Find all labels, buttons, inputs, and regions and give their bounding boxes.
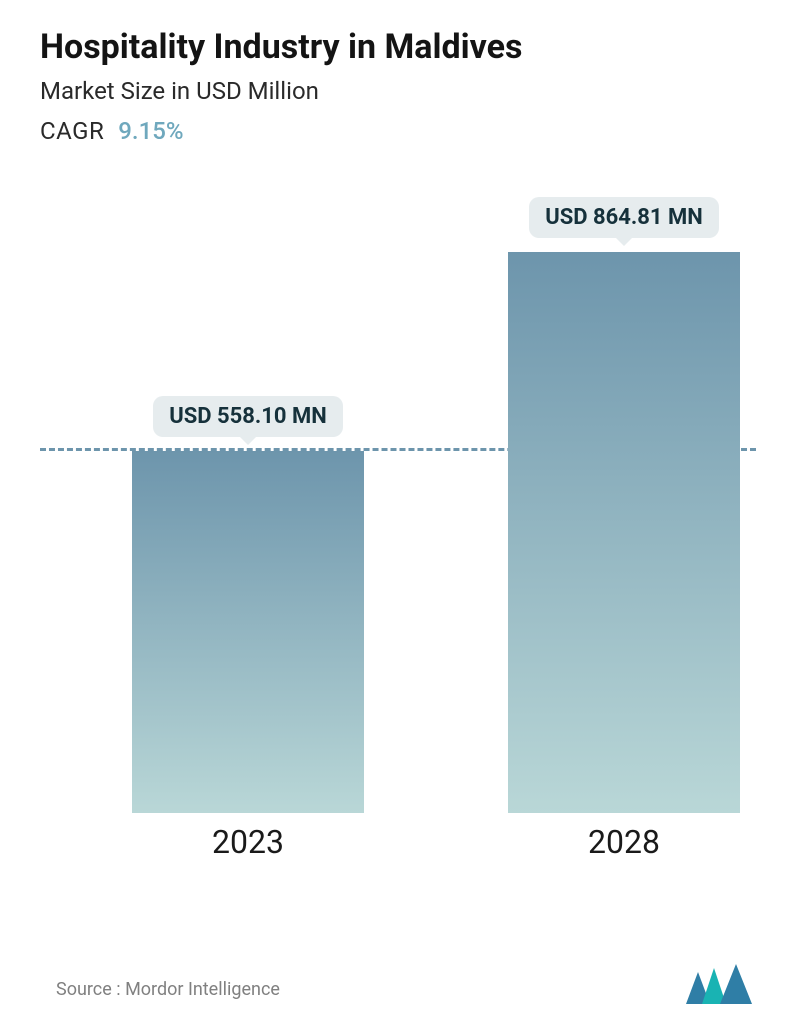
mn-logo-icon: [682, 964, 756, 1010]
logo-shape-3: [720, 964, 752, 1004]
bar-chart: USD 558.10 MN 2023 USD 864.81 MN 2028: [40, 173, 756, 873]
cagr-label: CAGR: [40, 117, 104, 145]
cagr-value: 9.15%: [118, 117, 183, 145]
x-axis-label-2023: 2023: [132, 823, 364, 861]
cagr-row: CAGR 9.15%: [40, 117, 756, 145]
bar-2023: [132, 451, 364, 813]
page-title: Hospitality Industry in Maldives: [40, 28, 756, 67]
chart-page: Hospitality Industry in Maldives Market …: [0, 0, 796, 1034]
page-subtitle: Market Size in USD Million: [40, 77, 756, 105]
x-axis-label-2028: 2028: [508, 823, 740, 861]
source-attribution: Source : Mordor Intelligence: [56, 979, 280, 1000]
bar-group-2028: USD 864.81 MN 2028: [508, 197, 740, 813]
value-pill-2028: USD 864.81 MN: [529, 197, 719, 238]
bar-group-2023: USD 558.10 MN 2023: [132, 396, 364, 813]
value-pill-2023: USD 558.10 MN: [153, 396, 343, 437]
bar-2028: [508, 252, 740, 813]
